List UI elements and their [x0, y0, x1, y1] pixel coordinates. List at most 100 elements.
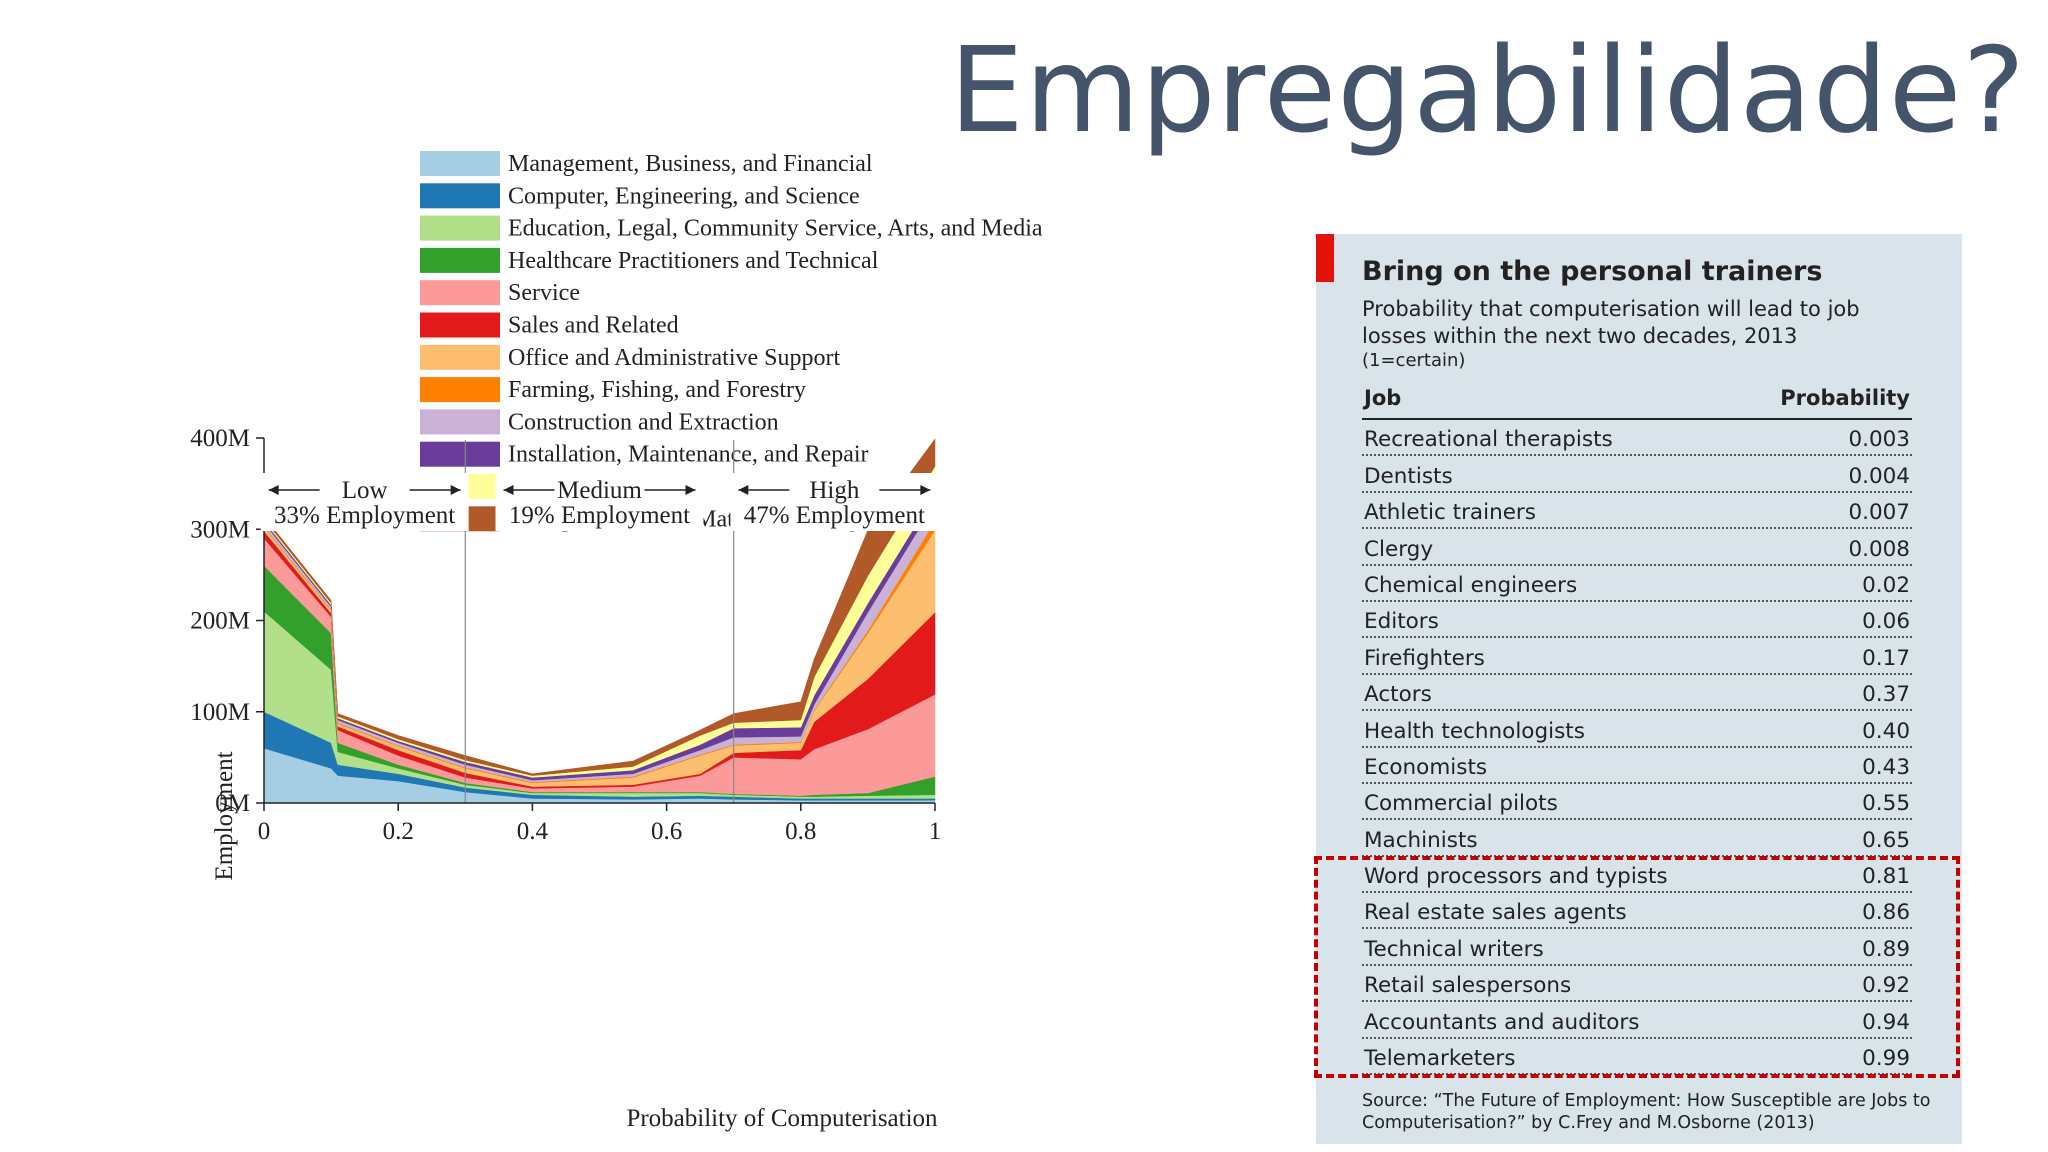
- job-cell: Dentists: [1364, 463, 1453, 489]
- legend-label: Office and Administrative Support: [508, 345, 841, 371]
- job-cell: Retail salespersons: [1364, 973, 1572, 999]
- job-cell: Machinists: [1364, 827, 1478, 853]
- table-row: Real estate sales agents 0.86: [1362, 893, 1912, 930]
- probability-cell: 0.89: [1862, 936, 1910, 962]
- y-tick-label: 400M: [190, 425, 250, 452]
- arrow-left-icon: [268, 485, 279, 495]
- probability-cell: 0.06: [1862, 609, 1910, 635]
- probability-cell: 0.55: [1862, 791, 1910, 817]
- economist-table-panel: [1316, 234, 1962, 1144]
- job-cell: Telemarketers: [1364, 1046, 1516, 1072]
- region-share: 47% Employment: [744, 502, 925, 529]
- table-row: Editors 0.06: [1362, 602, 1912, 639]
- legend-label: Service: [508, 280, 580, 306]
- table-row: Firefighters 0.17: [1362, 638, 1912, 675]
- legend-label: Installation, Maintenance, and Repair: [508, 442, 869, 468]
- region-label-bg: [495, 473, 704, 531]
- legend-label: Sales and Related: [508, 313, 679, 339]
- y-tick-label: 300M: [190, 516, 250, 543]
- job-cell: Recreational therapists: [1364, 427, 1613, 453]
- arrow-right-icon: [685, 485, 696, 495]
- x-tick-label: 0.6: [651, 818, 682, 845]
- probability-cell: 0.40: [1862, 718, 1910, 744]
- x-tick-label: 1: [929, 818, 942, 845]
- probability-cell: 0.43: [1862, 754, 1910, 780]
- legend-label: Management, Business, and Financial: [508, 151, 873, 177]
- job-cell: Technical writers: [1364, 936, 1544, 962]
- legend-swatch: [420, 409, 500, 435]
- legend-label: Construction and Extraction: [508, 409, 779, 435]
- probability-cell: 0.008: [1848, 536, 1910, 562]
- probability-cell: 0.99: [1862, 1046, 1910, 1072]
- probability-cell: 0.007: [1848, 500, 1910, 526]
- table-row: Clergy 0.008: [1362, 529, 1912, 566]
- table-row: Chemical engineers 0.02: [1362, 566, 1912, 602]
- table-row: Actors 0.37: [1362, 675, 1912, 712]
- high-probability-highlight-box: [1314, 856, 1960, 1078]
- y-tick-label: 100M: [190, 699, 250, 726]
- table-row: Economists 0.43: [1362, 748, 1912, 784]
- legend-label: Computer, Engineering, and Science: [508, 183, 860, 209]
- legend-swatch: [420, 344, 500, 370]
- legend-swatch: [420, 151, 500, 176]
- probability-cell: 0.003: [1848, 427, 1910, 453]
- stacked-area-chart: Management, Business, and Financial Compu…: [190, 151, 1043, 1132]
- table-row: Technical writers 0.89: [1362, 929, 1912, 966]
- table-row: Machinists 0.65: [1362, 820, 1912, 857]
- legend-swatch: [420, 312, 500, 338]
- legend-label: Farming, Fishing, and Forestry: [508, 377, 806, 403]
- probability-cell: 0.02: [1862, 572, 1910, 598]
- region-share: 19% Employment: [509, 502, 690, 529]
- job-cell: Firefighters: [1364, 645, 1485, 671]
- job-cell: Clergy: [1364, 536, 1434, 562]
- legend-swatch: [420, 280, 500, 306]
- job-cell: Commercial pilots: [1364, 791, 1558, 817]
- area-series: [263, 438, 936, 776]
- probability-cell: 0.37: [1862, 682, 1910, 708]
- x-tick-label: 0.8: [785, 818, 816, 845]
- arrow-right-icon: [450, 485, 461, 495]
- table-row: Athletic trainers 0.007: [1362, 493, 1912, 530]
- probability-cell: 0.65: [1862, 827, 1910, 853]
- region-label-bg: [730, 473, 939, 531]
- job-cell: Real estate sales agents: [1364, 900, 1627, 926]
- region-name: High: [809, 477, 860, 504]
- table-row: Dentists 0.004: [1362, 456, 1912, 493]
- region-share: 33% Employment: [274, 502, 455, 529]
- arrow-right-icon: [920, 485, 931, 495]
- header-rule: [1362, 418, 1912, 420]
- x-tick-label: 0: [258, 818, 271, 845]
- job-cell: Athletic trainers: [1364, 500, 1536, 526]
- table-row: Accountants and auditors 0.94: [1362, 1002, 1912, 1039]
- job-cell: Economists: [1364, 754, 1488, 780]
- table-title: Bring on the personal trainers: [1362, 256, 1823, 287]
- job-cell: Chemical engineers: [1364, 572, 1578, 598]
- legend-swatch: [420, 215, 500, 241]
- probability-cell: 0.17: [1862, 645, 1910, 671]
- table-row: Retail salespersons 0.92: [1362, 966, 1912, 1003]
- x-axis-label: Probability of Computerisation: [626, 1105, 938, 1132]
- x-tick-label: 0.4: [517, 818, 549, 845]
- region-name: Medium: [557, 477, 642, 504]
- legend-swatch: [420, 183, 500, 209]
- x-tick-label: 0.2: [383, 818, 414, 845]
- probability-cell: 0.81: [1862, 864, 1910, 890]
- table-source: Source: “The Future of Employment: How S…: [1362, 1091, 1931, 1133]
- slide-title: Empregabilidade?: [949, 21, 2026, 159]
- job-cell: Actors: [1364, 682, 1432, 708]
- economist-red-tab: [1316, 234, 1334, 282]
- legend-swatch: [420, 377, 500, 403]
- region-name: Low: [342, 477, 388, 504]
- table-row: Health technologists 0.40: [1362, 711, 1912, 748]
- table-row: Word processors and typists 0.81: [1362, 857, 1912, 894]
- table-body: Recreational therapists 0.003 Dentists 0.00…: [1362, 420, 1912, 1076]
- legend-swatch: [420, 441, 500, 467]
- table-row: Commercial pilots 0.55: [1362, 784, 1912, 821]
- y-tick-label: 0M: [215, 790, 250, 817]
- table-subtitle: Probability that computerisation will le…: [1362, 297, 1860, 348]
- table-note: (1=certain): [1362, 350, 1466, 371]
- chart-axes: 0 0.2 0.4 0.6 0.8 1 0M 100M 200M 300M 400M: [190, 425, 941, 845]
- column-header-job: Job: [1364, 386, 1402, 410]
- job-cell: Editors: [1364, 609, 1439, 635]
